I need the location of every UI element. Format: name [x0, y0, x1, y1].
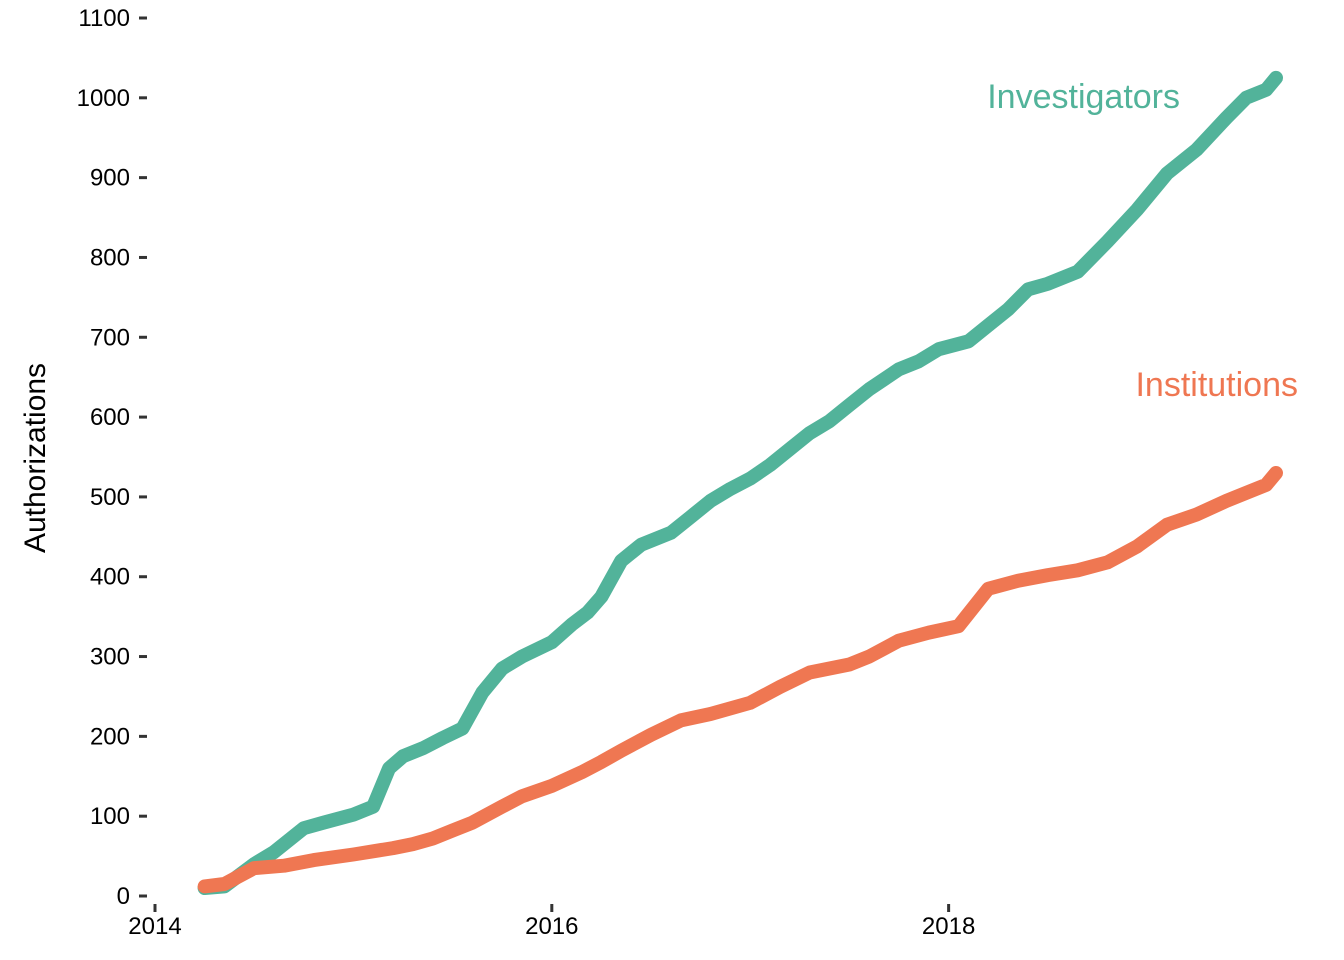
- y-tick-label-1100: 1100: [78, 5, 130, 32]
- y-axis: 0 100 200 300 400 500 600 700 800 900 1000 1100: [77, 5, 147, 910]
- y-tick-label-500: 500: [90, 484, 130, 511]
- x-tick-label-2014: 2014: [128, 913, 181, 940]
- series-label-institutions: Institutions: [1135, 366, 1298, 404]
- x-axis: 2014 2016 2018: [128, 904, 975, 940]
- y-tick-label-0: 0: [117, 883, 130, 910]
- y-tick-label-800: 800: [90, 244, 130, 271]
- y-axis-title: Authorizations: [19, 363, 52, 553]
- x-tick-label-2016: 2016: [525, 913, 578, 940]
- series-label-investigators: Investigators: [987, 78, 1180, 116]
- x-tick-label-2018: 2018: [922, 913, 975, 940]
- y-tick-label-600: 600: [90, 404, 130, 431]
- y-tick-label-100: 100: [90, 803, 130, 830]
- series-layer: Investigators Institutions: [197, 70, 1298, 895]
- series-line-investigators: [197, 70, 1283, 895]
- y-tick-label-400: 400: [90, 564, 130, 591]
- y-tick-label-200: 200: [90, 723, 130, 750]
- y-tick-label-900: 900: [90, 165, 130, 192]
- y-tick-label-1000: 1000: [77, 85, 130, 112]
- y-tick-label-700: 700: [90, 324, 130, 351]
- y-tick-label-300: 300: [90, 644, 130, 671]
- series-line-institutions: [197, 466, 1283, 894]
